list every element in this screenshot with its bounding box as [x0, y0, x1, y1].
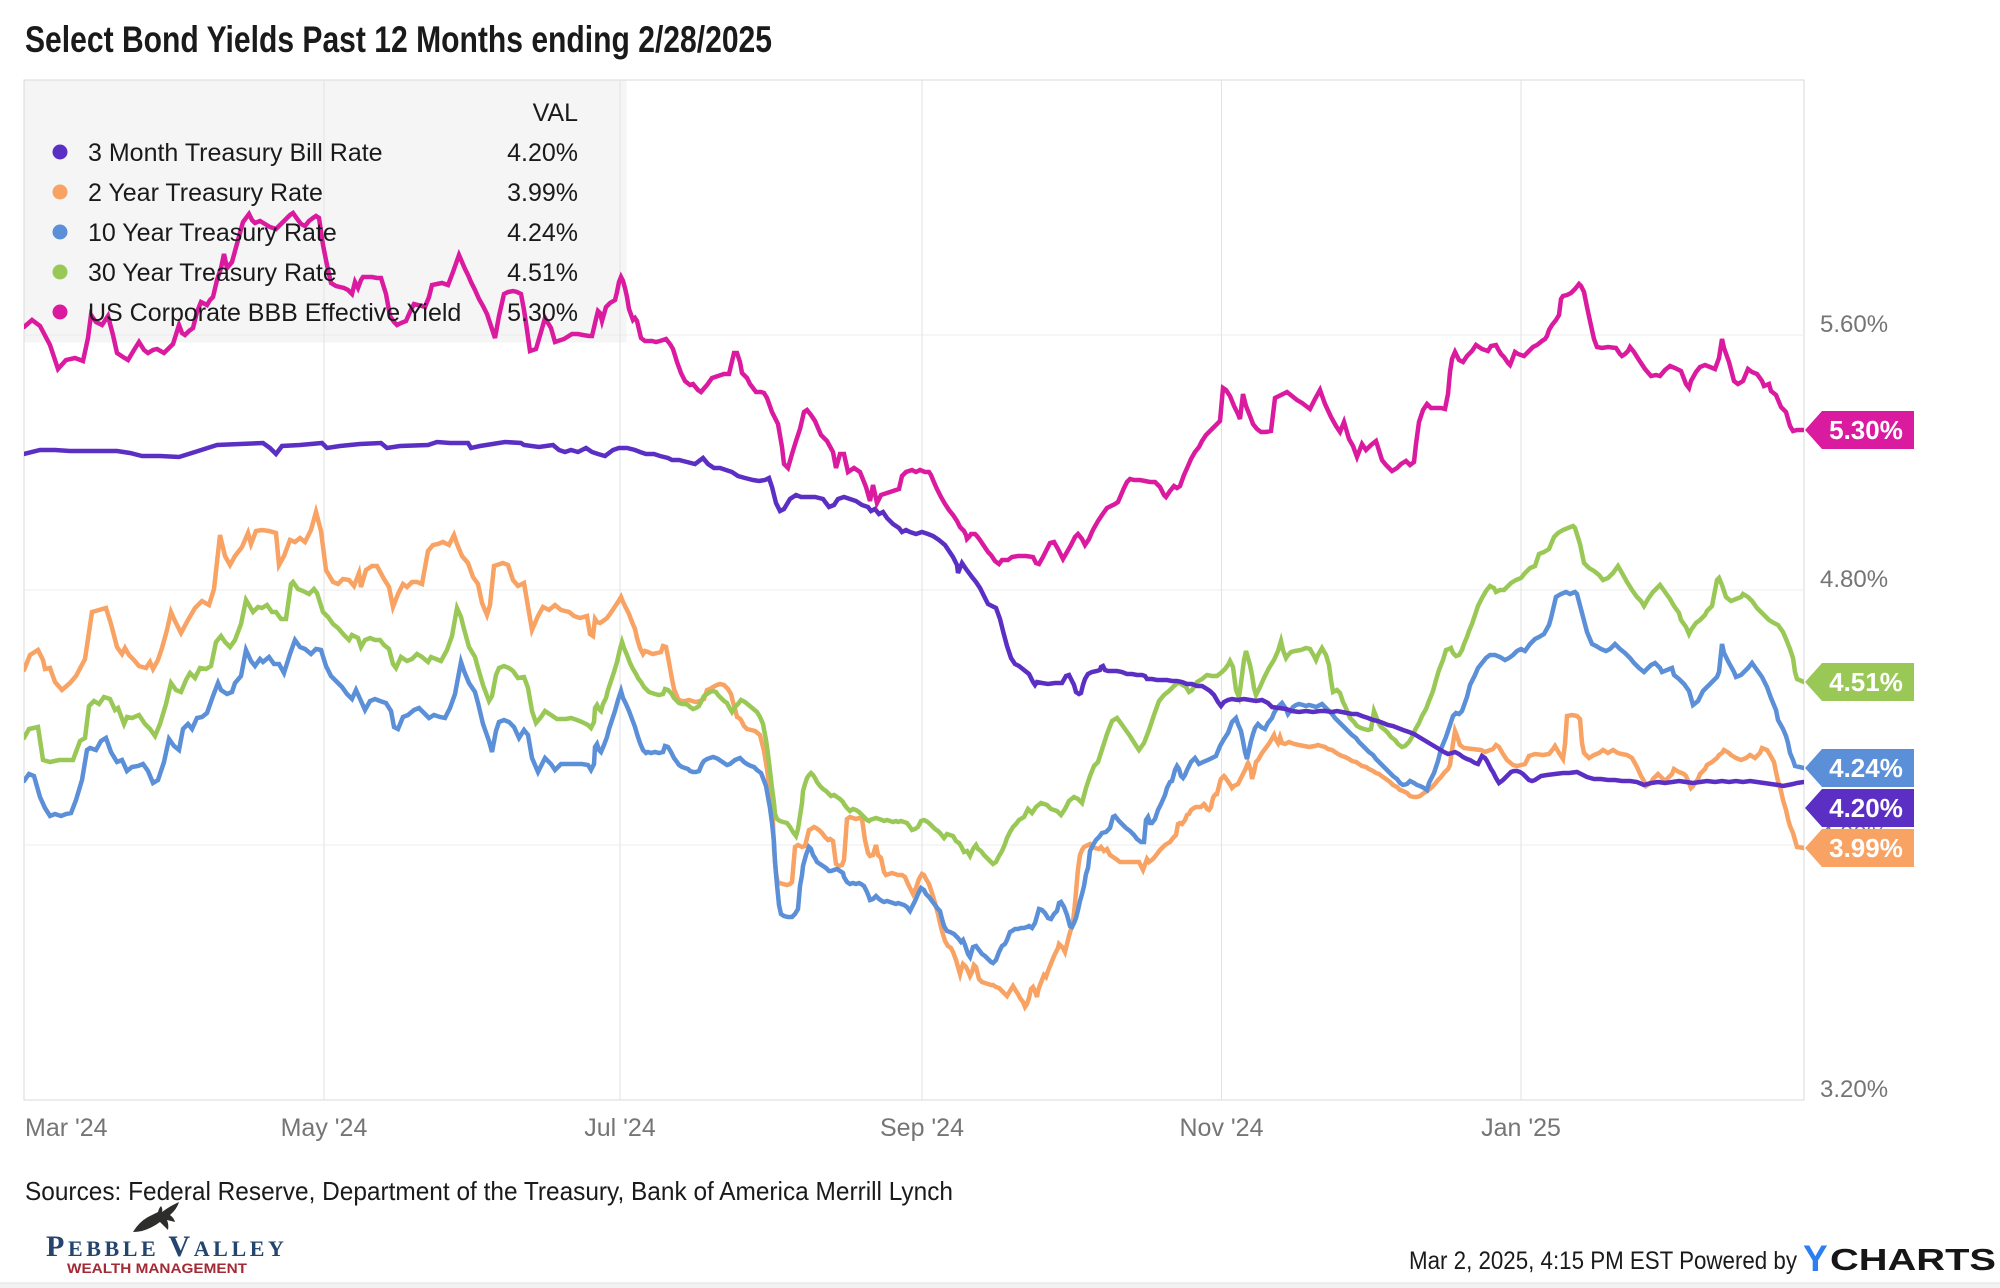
svg-text:Jan '25: Jan '25	[1481, 1114, 1561, 1142]
svg-text:4.24%: 4.24%	[1829, 753, 1903, 783]
svg-text:Jul '24: Jul '24	[584, 1114, 656, 1142]
svg-text:VAL: VAL	[533, 99, 578, 127]
svg-text:4.51%: 4.51%	[1829, 667, 1903, 697]
svg-text:3.99%: 3.99%	[507, 179, 578, 207]
svg-text:10 Year Treasury Rate: 10 Year Treasury Rate	[88, 219, 337, 247]
svg-text:Y: Y	[1803, 1238, 1828, 1279]
svg-text:Mar '24: Mar '24	[25, 1114, 108, 1142]
svg-text:Sep '24: Sep '24	[880, 1114, 964, 1142]
svg-text:May '24: May '24	[281, 1114, 368, 1142]
svg-text:Mar 2, 2025, 4:15 PM EST Power: Mar 2, 2025, 4:15 PM EST Powered by	[1409, 1247, 1797, 1275]
svg-text:4.51%: 4.51%	[507, 259, 578, 287]
svg-text:4.20%: 4.20%	[507, 139, 578, 167]
svg-text:US Corporate BBB Effective Yie: US Corporate BBB Effective Yield	[88, 299, 461, 327]
svg-text:4.20%: 4.20%	[1829, 793, 1903, 823]
svg-text:4.24%: 4.24%	[507, 219, 578, 247]
svg-text:5.30%: 5.30%	[1829, 415, 1903, 445]
svg-text:30 Year Treasury Rate: 30 Year Treasury Rate	[88, 259, 337, 287]
svg-text:5.60%: 5.60%	[1820, 311, 1888, 338]
svg-text:Sources: Federal Reserve, Depa: Sources: Federal Reserve, Department of …	[25, 1176, 953, 1206]
svg-text:Select Bond Yields Past 12 Mon: Select Bond Yields Past 12 Months ending…	[25, 19, 772, 60]
svg-text:5.30%: 5.30%	[507, 299, 578, 327]
svg-text:4.80%: 4.80%	[1820, 566, 1888, 593]
svg-text:3.20%: 3.20%	[1820, 1076, 1888, 1103]
svg-text:WEALTH MANAGEMENT: WEALTH MANAGEMENT	[67, 1260, 247, 1276]
svg-text:CHARTS: CHARTS	[1830, 1242, 1996, 1277]
svg-text:3.99%: 3.99%	[1829, 833, 1903, 863]
svg-text:Nov '24: Nov '24	[1180, 1114, 1264, 1142]
svg-text:3 Month Treasury Bill Rate: 3 Month Treasury Bill Rate	[88, 139, 383, 167]
svg-text:2 Year Treasury Rate: 2 Year Treasury Rate	[88, 179, 323, 207]
svg-text:PEBBLE VALLEY: PEBBLE VALLEY	[46, 1230, 287, 1263]
